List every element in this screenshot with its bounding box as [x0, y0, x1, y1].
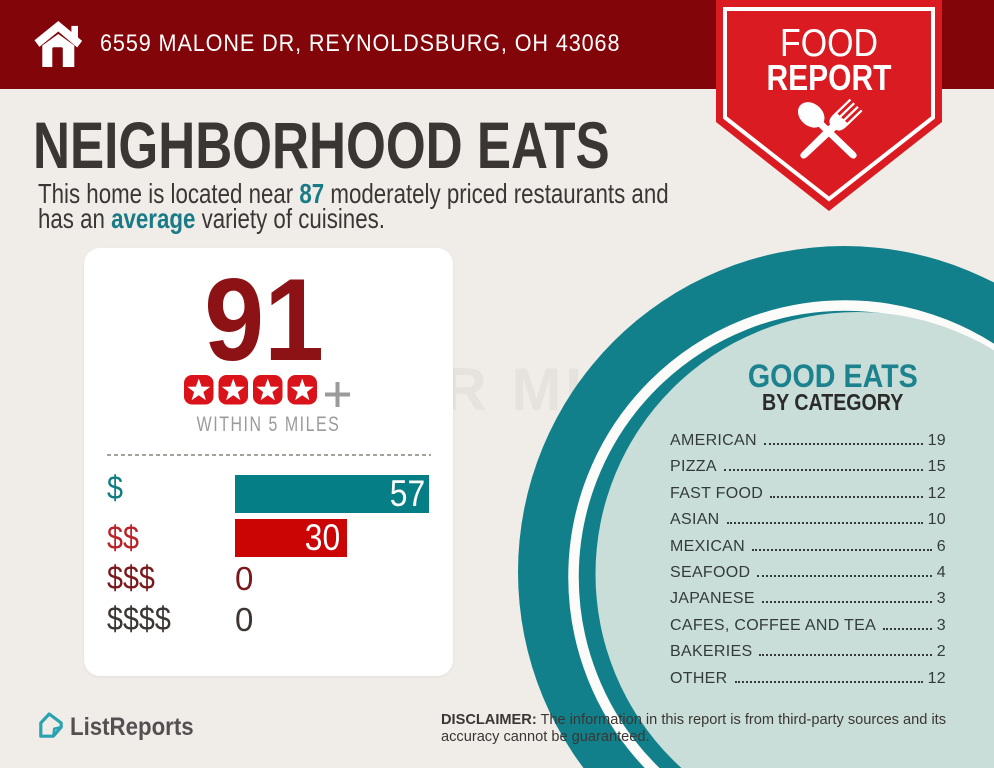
svg-text:REPORT: REPORT [767, 57, 892, 98]
svg-text:FOOD: FOOD [780, 22, 878, 65]
